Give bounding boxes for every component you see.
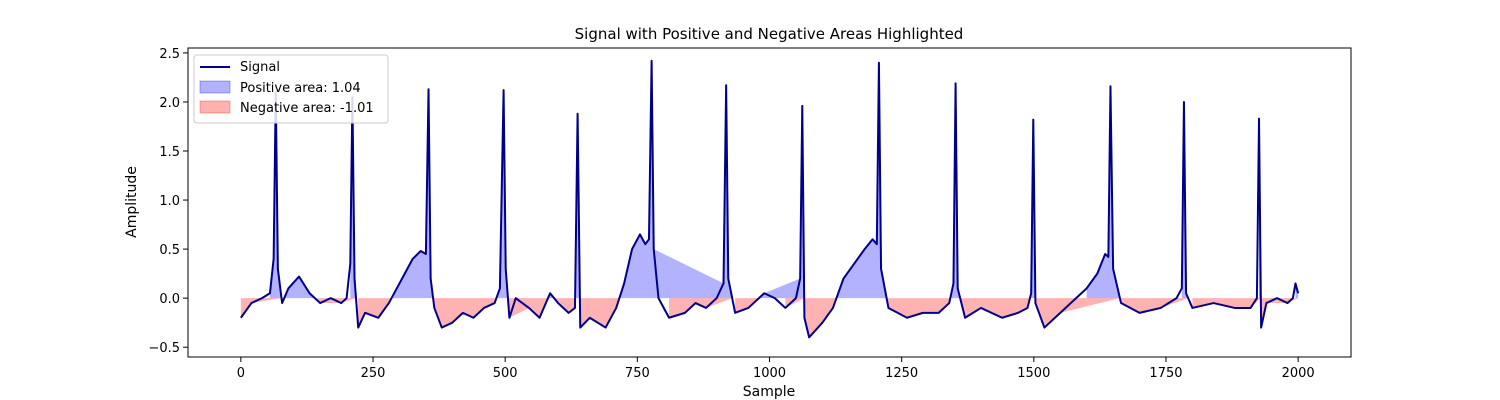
x-tick-label: 1000: [753, 366, 786, 381]
legend-label-negative: Negative area: -1.01: [240, 101, 374, 116]
y-tick-label: 2.5: [159, 47, 180, 62]
legend: Signal Positive area: 1.04 Negative area…: [193, 54, 389, 124]
signal-line: [240, 59, 1300, 339]
x-tick-label: 1750: [1149, 366, 1182, 381]
legend-swatch-negative: [199, 100, 231, 114]
y-tick-label: −0.5: [148, 341, 180, 356]
y-tick-label: 2.0: [159, 96, 180, 111]
legend-label-signal: Signal: [240, 60, 280, 75]
x-tick-label: 1500: [1017, 366, 1050, 381]
chart-title: Signal with Positive and Negative Areas …: [575, 25, 964, 43]
y-axis-label: Amplitude: [124, 166, 140, 238]
x-axis: 0 250 500 750 1000 1250 1500 1750 2000: [237, 357, 1315, 381]
x-tick-label: 500: [493, 366, 518, 381]
x-tick-label: 0: [237, 366, 245, 381]
legend-swatch-positive: [199, 80, 231, 94]
x-axis-label: Sample: [743, 384, 796, 400]
legend-label-positive: Positive area: 1.04: [240, 81, 361, 96]
series-layer: [240, 59, 1300, 339]
x-tick-label: 250: [361, 366, 386, 381]
negative-area: [240, 298, 1299, 338]
y-axis: −0.5 0.0 0.5 1.0 1.5 2.0 2.5: [148, 47, 188, 356]
positive-area: [269, 60, 1299, 299]
y-tick-label: 0.5: [159, 243, 180, 258]
area-fills: [240, 60, 1299, 338]
y-tick-label: 1.0: [159, 194, 180, 209]
legend-box: [193, 54, 389, 124]
y-tick-label: 1.5: [159, 145, 180, 160]
y-tick-label: 0.0: [159, 292, 180, 307]
x-tick-label: 2000: [1282, 366, 1315, 381]
x-tick-label: 1250: [885, 366, 918, 381]
x-tick-label: 750: [625, 366, 650, 381]
